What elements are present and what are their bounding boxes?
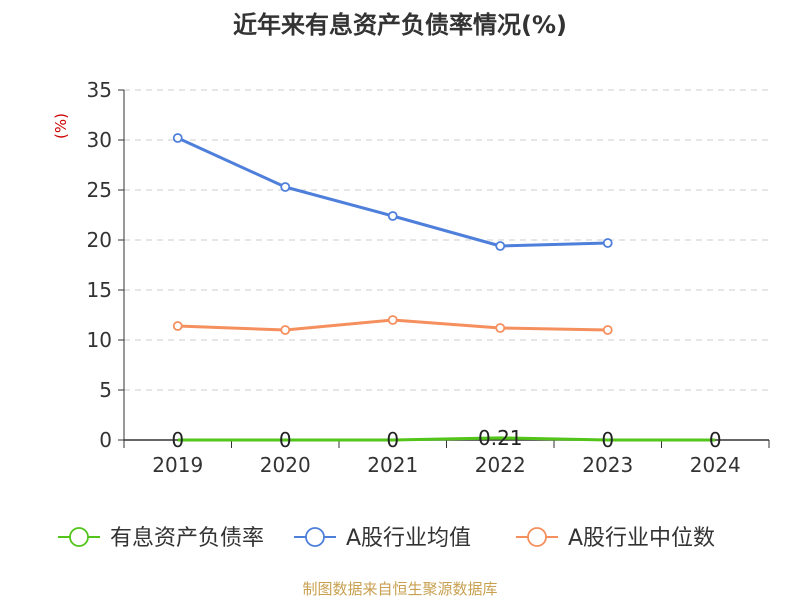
grid-lines <box>124 89 769 391</box>
series-point-2[interactable] <box>280 325 291 335</box>
x-tick-label: 2019 <box>152 453 203 477</box>
series-lines <box>172 133 716 442</box>
data-labels: 0 0 0 0.21 0 0 <box>171 426 721 452</box>
legend-item-0[interactable]: 有息资产负债率 <box>58 526 264 551</box>
x-tick-label: 2024 <box>690 453 741 477</box>
series-point-1[interactable] <box>172 133 183 143</box>
source-note: 制图数据来自恒生聚源数据库 <box>302 580 497 598</box>
legend-marker <box>69 527 89 547</box>
y-axis-label: (%) <box>52 113 70 139</box>
legend-item-1[interactable]: A股行业均值 <box>294 526 471 551</box>
series-point-1[interactable] <box>280 182 291 192</box>
data-label: 0 <box>709 428 722 452</box>
data-label: 0 <box>386 428 399 452</box>
data-label: 0 <box>171 428 184 452</box>
series-point-2[interactable] <box>602 325 613 335</box>
series-point-1[interactable] <box>387 211 398 221</box>
legend-marker <box>527 527 547 547</box>
data-label: 0 <box>601 428 614 452</box>
x-tick-label: 2023 <box>582 453 633 477</box>
y-tick-label: 10 <box>87 328 112 352</box>
y-tick-label: 30 <box>87 128 112 152</box>
series-point-1[interactable] <box>602 238 613 248</box>
legend-label: 有息资产负债率 <box>110 526 264 551</box>
axes: 0 5 10 15 20 25 30 35 2019 2020 2021 2022 2023 2024 <box>87 78 770 477</box>
y-tick-label: 15 <box>87 278 112 302</box>
chart-title: 近年来有息资产负债率情况(%) <box>233 11 567 39</box>
x-tick-label: 2020 <box>260 453 311 477</box>
y-tick-label: 35 <box>87 78 112 102</box>
series-line-1 <box>177 136 608 248</box>
data-label: 0.21 <box>478 426 523 450</box>
y-tick-label: 20 <box>87 228 112 252</box>
legend-label: A股行业中位数 <box>568 526 715 551</box>
legend-label: A股行业均值 <box>346 526 471 551</box>
y-tick-label: 25 <box>87 178 112 202</box>
legend-marker <box>305 527 325 547</box>
series-point-2[interactable] <box>387 315 398 325</box>
x-tick-label: 2021 <box>367 453 418 477</box>
y-tick-label: 5 <box>99 378 112 402</box>
series-line-0 <box>177 436 716 442</box>
data-label: 0 <box>279 428 292 452</box>
series-point-1[interactable] <box>495 241 506 251</box>
y-tick-label: 0 <box>99 428 112 452</box>
legend[interactable]: 有息资产负债率 A股行业均值 A股行业中位数 <box>58 526 715 551</box>
x-tick-label: 2022 <box>475 453 526 477</box>
legend-item-2[interactable]: A股行业中位数 <box>516 526 715 551</box>
series-point-2[interactable] <box>495 323 506 333</box>
series-point-2[interactable] <box>172 321 183 331</box>
